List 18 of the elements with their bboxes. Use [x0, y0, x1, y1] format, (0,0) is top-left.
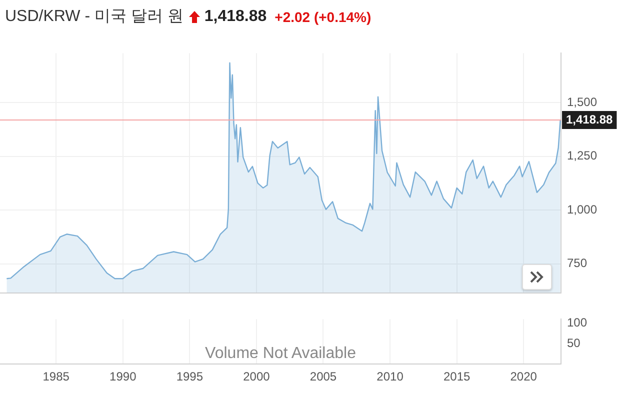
- y-tick-label: 750: [567, 256, 588, 270]
- y-tick-label: 1,250: [567, 148, 598, 163]
- x-tick-label: 1995: [176, 370, 204, 384]
- y-tick-label: 1,500: [567, 94, 598, 109]
- chart-title: USD/KRW - 미국 달러 원: [5, 7, 184, 27]
- x-tick-label: 2020: [510, 370, 538, 384]
- y-tick-label: 100: [567, 316, 588, 330]
- x-tick-label: 2005: [310, 370, 337, 384]
- annotation: Volume Not Available: [205, 345, 356, 362]
- chart-subtitle: 1,418.88 +2.02 (+0.14%): [204, 8, 372, 26]
- x-tick-label: 1985: [42, 370, 70, 384]
- x-tick-label: 2015: [443, 370, 470, 384]
- ref-line-label: 1,418.88: [566, 112, 614, 126]
- y-tick-label: 50: [567, 336, 581, 350]
- x-tick-label: 2010: [376, 370, 404, 384]
- x-tick-label: 1990: [110, 370, 137, 384]
- y-tick-label: 1,000: [567, 202, 598, 216]
- x-tick-label: 2000: [243, 370, 270, 384]
